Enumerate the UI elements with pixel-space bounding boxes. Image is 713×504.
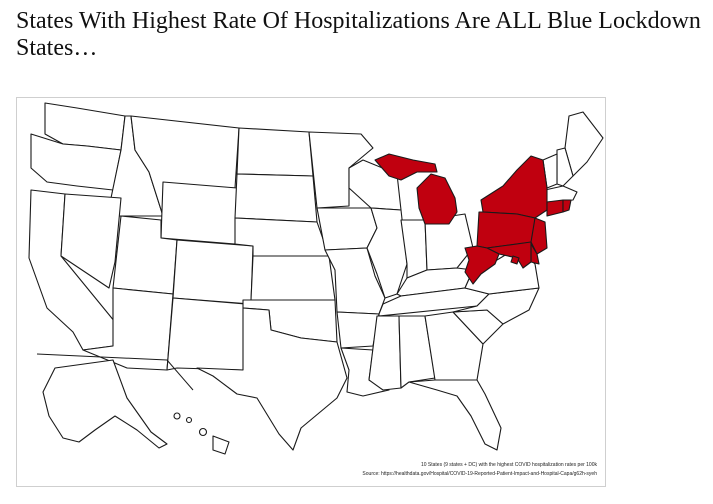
us-map-figure: 10 States (9 states + DC) with the highe… [16,97,606,487]
state-hawaii-1 [173,412,181,420]
state-texas [196,307,348,451]
state-ohio [424,213,474,271]
figure-caption: 10 States (9 states + DC) with the highe… [420,462,597,468]
state-hawaii-3 [198,427,208,437]
state-michigan-upper [374,153,438,181]
state-iowa [316,207,378,251]
inset-divider [36,353,168,361]
state-new-york [480,155,548,219]
state-michigan-lower [416,173,458,225]
state-new-jersey [530,217,548,255]
state-new-mexico [166,297,246,371]
state-kansas [250,255,336,301]
state-alaska [42,359,168,449]
inset-divider-2 [166,359,194,391]
state-south-dakota [234,173,318,223]
state-arkansas [336,311,380,349]
state-dc [510,255,520,265]
state-rhode-island [562,199,572,213]
state-hawaii-2 [185,416,193,424]
state-colorado [172,239,254,305]
state-alabama [398,315,436,389]
figure-source: Source: https://healthdata.gov/Hospital/… [362,471,597,477]
us-map [28,102,604,455]
state-west-virginia [464,245,500,285]
state-wyoming [160,181,238,245]
state-nevada [60,193,122,289]
state-hawaii-4 [212,435,230,455]
state-connecticut [546,199,564,217]
state-florida [408,379,502,451]
headline: States With Highest Rate Of Hospitalizat… [16,8,701,61]
state-north-dakota [236,127,314,177]
state-massachusetts [544,185,578,203]
